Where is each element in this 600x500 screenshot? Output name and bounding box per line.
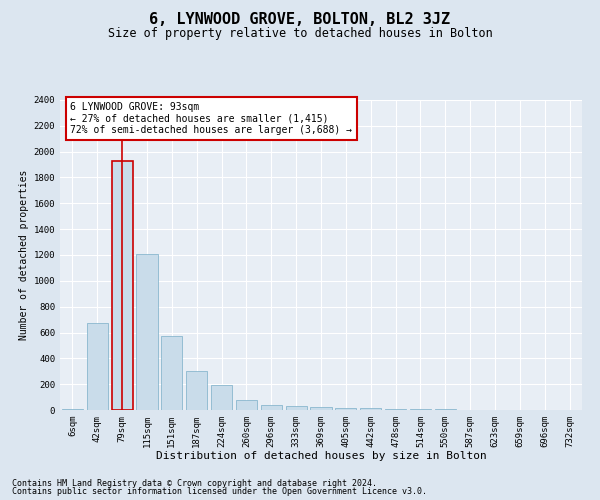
Bar bbox=[310, 407, 332, 410]
Bar bbox=[186, 370, 207, 410]
Bar bbox=[261, 405, 282, 410]
Bar bbox=[335, 408, 356, 410]
Bar bbox=[211, 385, 232, 410]
Bar bbox=[286, 406, 307, 410]
Text: 6, LYNWOOD GROVE, BOLTON, BL2 3JZ: 6, LYNWOOD GROVE, BOLTON, BL2 3JZ bbox=[149, 12, 451, 28]
Text: Size of property relative to detached houses in Bolton: Size of property relative to detached ho… bbox=[107, 28, 493, 40]
Bar bbox=[236, 400, 257, 410]
Text: Contains HM Land Registry data © Crown copyright and database right 2024.: Contains HM Land Registry data © Crown c… bbox=[12, 478, 377, 488]
Y-axis label: Number of detached properties: Number of detached properties bbox=[19, 170, 29, 340]
Bar bbox=[136, 254, 158, 410]
Bar bbox=[385, 409, 406, 410]
Text: Contains public sector information licensed under the Open Government Licence v3: Contains public sector information licen… bbox=[12, 487, 427, 496]
Bar bbox=[360, 408, 381, 410]
X-axis label: Distribution of detached houses by size in Bolton: Distribution of detached houses by size … bbox=[155, 452, 487, 462]
Bar bbox=[112, 160, 133, 410]
Text: 6 LYNWOOD GROVE: 93sqm
← 27% of detached houses are smaller (1,415)
72% of semi-: 6 LYNWOOD GROVE: 93sqm ← 27% of detached… bbox=[70, 102, 352, 134]
Bar bbox=[87, 324, 108, 410]
Bar bbox=[161, 336, 182, 410]
